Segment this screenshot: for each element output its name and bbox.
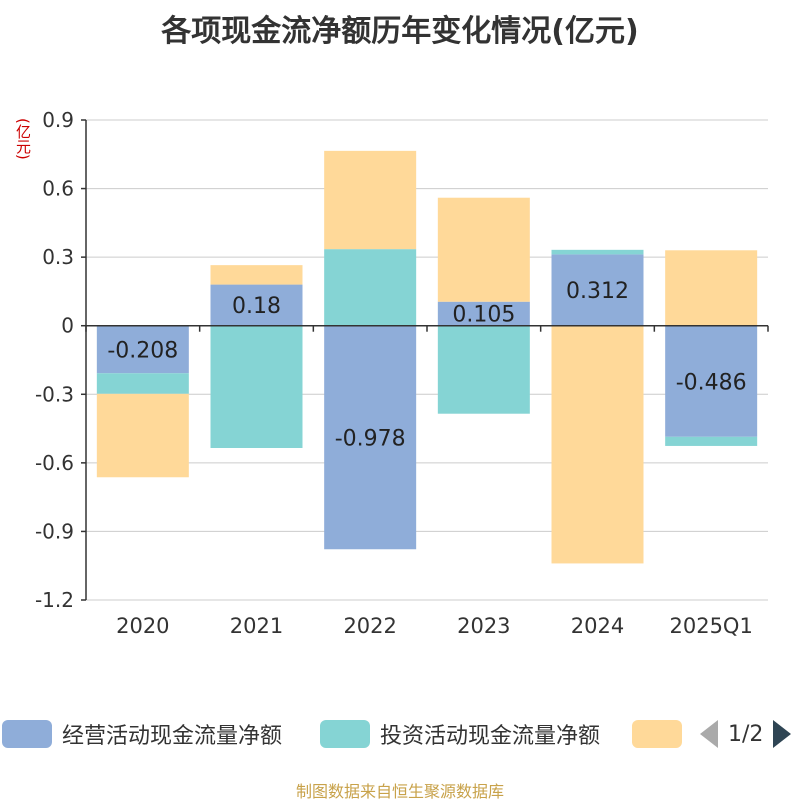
bar-series1-2024 xyxy=(551,254,644,326)
bar-series2-2020 xyxy=(96,373,189,394)
y-tick-label: -0.9 xyxy=(35,519,74,543)
bar-series2-2021 xyxy=(210,325,303,448)
x-tick-label: 2020 xyxy=(116,614,169,638)
data-label: 0.105 xyxy=(452,303,515,328)
bar-series2-2022 xyxy=(324,249,417,326)
y-tick-label: 0.9 xyxy=(42,108,74,132)
bar-series2-2025Q1 xyxy=(665,436,758,446)
bar-series2-2024 xyxy=(551,249,644,255)
chevron-right-icon[interactable] xyxy=(773,720,792,748)
x-tick-label: 2021 xyxy=(230,614,283,638)
bar-series3-2021 xyxy=(210,265,303,285)
data-source-note: 制图数据来自恒生聚源数据库 xyxy=(295,782,504,801)
bar-series1-2020 xyxy=(96,325,189,374)
bar-series3-2023 xyxy=(437,197,530,302)
x-tick-label: 2022 xyxy=(343,614,396,638)
y-tick-label: 0.6 xyxy=(42,177,74,201)
bar-series2-2023 xyxy=(437,325,530,414)
y-axis-unit-label: (亿元) xyxy=(14,118,32,160)
bar-series1-2023 xyxy=(437,301,530,326)
bar-series3-2024 xyxy=(551,325,644,564)
y-tick-label: -1.2 xyxy=(35,588,74,612)
data-label: 0.18 xyxy=(232,294,281,319)
legend-swatch-investing xyxy=(320,720,370,748)
y-tick-label: 0 xyxy=(61,314,74,338)
data-label: -0.978 xyxy=(335,426,406,451)
y-tick-label: -0.6 xyxy=(35,451,74,475)
legend-pager: 1/2 xyxy=(700,716,792,752)
data-label: 0.312 xyxy=(566,279,629,304)
legend-item-third[interactable] xyxy=(632,716,682,752)
bar-series3-2025Q1 xyxy=(665,250,758,326)
chart-plot: 0.9 0.6 0.3 0 -0.3 -0.6 -0.9 -1.2 -0.208 0.18 -0.9… xyxy=(35,108,769,638)
legend-swatch-operating xyxy=(2,720,52,748)
legend-label-investing: 投资活动现金流量净额 xyxy=(380,724,601,749)
legend-item-investing[interactable]: 投资活动现金流量净额 xyxy=(320,716,600,752)
legend: 经营活动现金流量净额 投资活动现金流量净额 xyxy=(0,716,800,752)
bar-series3-2020 xyxy=(96,393,189,478)
x-tick-label: 2024 xyxy=(571,614,624,638)
legend-item-operating[interactable]: 经营活动现金流量净额 xyxy=(2,716,282,752)
bar-series1-2025Q1 xyxy=(665,325,758,437)
legend-swatch-third xyxy=(632,720,682,748)
x-tick-label: 2023 xyxy=(457,614,510,638)
bar-series3-2022 xyxy=(324,150,417,250)
y-tick-label: 0.3 xyxy=(42,245,74,269)
chevron-left-icon[interactable] xyxy=(700,720,718,748)
x-tick-label: 2025Q1 xyxy=(669,614,752,638)
chart-title: 各项现金流净额历年变化情况(亿元) xyxy=(161,14,639,49)
bar-series1-2021 xyxy=(210,284,303,326)
legend-page-indicator: 1/2 xyxy=(728,721,764,747)
y-tick-label: -0.3 xyxy=(35,382,74,406)
legend-label-operating: 经营活动现金流量净额 xyxy=(62,724,283,749)
bar-series1-2022 xyxy=(324,325,417,550)
data-label: -0.486 xyxy=(676,370,747,395)
data-label: -0.208 xyxy=(107,338,178,363)
